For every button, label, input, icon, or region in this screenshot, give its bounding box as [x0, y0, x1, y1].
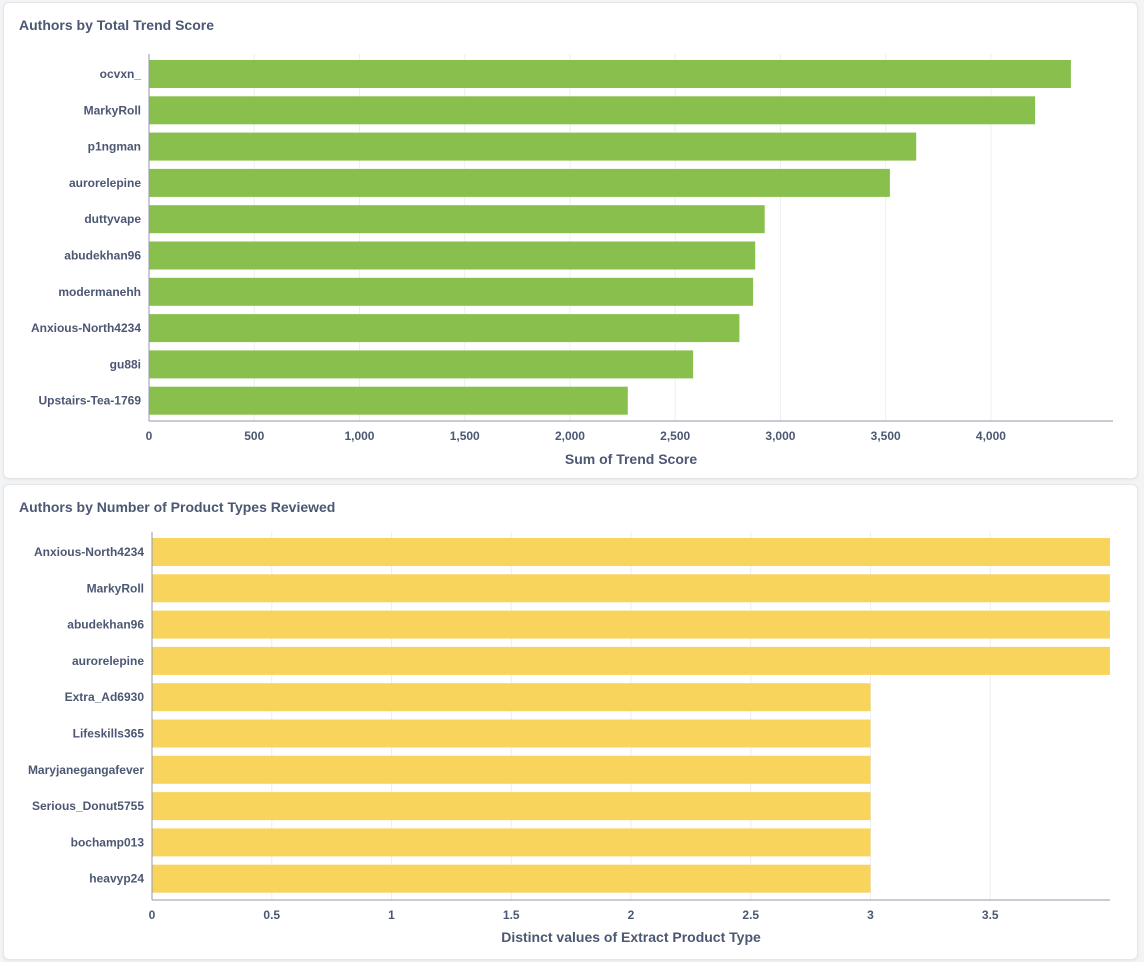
bar[interactable] [152, 828, 871, 857]
trend-score-card: Authors by Total Trend Score ocvxn_ Marky… [3, 2, 1138, 479]
x-axis-title: Sum of Trend Score [565, 451, 697, 467]
tick-label: 2,000 [555, 429, 585, 443]
bar[interactable] [152, 864, 871, 893]
card-title[interactable]: Authors by Total Trend Score [19, 17, 214, 33]
bar[interactable] [149, 241, 756, 270]
tick-label: 0 [149, 908, 156, 922]
tick-label: 0 [146, 429, 153, 443]
product-types-card: Authors by Number of Product Types Revie… [3, 484, 1138, 960]
tick-label: 3.5 [982, 908, 999, 922]
bar[interactable] [149, 386, 628, 415]
tick-label: 2,500 [660, 429, 690, 443]
bar[interactable] [149, 314, 740, 343]
bar[interactable] [152, 538, 1110, 566]
category-label: modermanehh [58, 285, 141, 299]
tick-label: 1 [388, 908, 395, 922]
category-label: gu88i [110, 357, 141, 371]
tick-label: 1,500 [450, 429, 480, 443]
category-label: Lifeskills365 [73, 727, 145, 741]
category-label: MarkyRoll [84, 103, 141, 117]
bar[interactable] [152, 719, 871, 748]
category-label: abudekhan96 [67, 618, 144, 632]
bar[interactable] [149, 168, 890, 197]
bar[interactable] [152, 755, 871, 784]
tick-label: 4,000 [976, 429, 1006, 443]
category-label: aurorelepine [72, 654, 144, 668]
tick-label: 3,500 [871, 429, 901, 443]
bar[interactable] [152, 610, 1110, 639]
tick-label: 2 [628, 908, 635, 922]
category-label: heavyp24 [89, 872, 144, 886]
category-label: duttyvape [84, 212, 141, 226]
bar[interactable] [149, 205, 765, 234]
bar[interactable] [152, 574, 1110, 603]
tick-label: 1.5 [503, 908, 520, 922]
tick-label: 3 [867, 908, 874, 922]
category-label: Maryjanegangafever [28, 763, 144, 777]
bar[interactable] [149, 277, 754, 306]
bar[interactable] [149, 132, 917, 161]
category-label: abudekhan96 [64, 249, 141, 263]
bar[interactable] [149, 60, 1071, 88]
tick-label: 500 [244, 429, 264, 443]
category-label: aurorelepine [69, 176, 141, 190]
tick-label: 2.5 [742, 908, 759, 922]
category-label: Anxious-North4234 [31, 321, 141, 335]
trend-score-bar-chart: ocvxn_ MarkyRoll p1ngman aurorelepine duttyv… [31, 53, 1113, 467]
category-label: ocvxn_ [100, 67, 142, 81]
category-label: Extra_Ad6930 [65, 690, 145, 704]
category-label: bochamp013 [71, 835, 145, 849]
tick-label: 0.5 [263, 908, 280, 922]
bar[interactable] [149, 96, 1036, 125]
bar[interactable] [149, 350, 694, 379]
bar[interactable] [152, 683, 871, 712]
tick-label: 1,000 [344, 429, 374, 443]
category-label: MarkyRoll [87, 581, 144, 595]
x-axis-title: Distinct values of Extract Product Type [501, 929, 761, 945]
product-types-bar-chart: Anxious-North4234 MarkyRoll abudekhan96 aur… [28, 531, 1110, 945]
tick-label: 3,000 [765, 429, 795, 443]
bar[interactable] [152, 646, 1110, 675]
card-title[interactable]: Authors by Number of Product Types Revie… [19, 499, 336, 515]
category-label: Serious_Donut5755 [32, 799, 144, 813]
category-label: p1ngman [88, 140, 141, 154]
category-label: Anxious-North4234 [34, 545, 144, 559]
bar[interactable] [152, 792, 871, 821]
category-label: Upstairs-Tea-1769 [39, 394, 142, 408]
